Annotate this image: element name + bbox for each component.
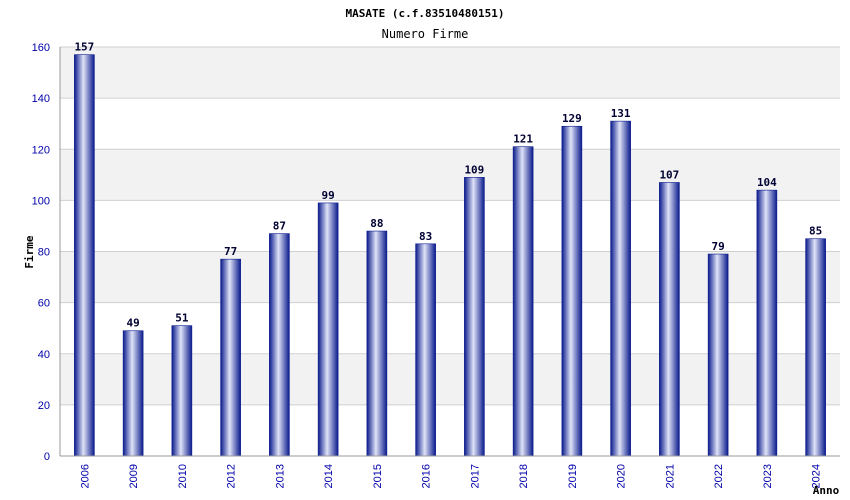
bar-2021 — [659, 182, 680, 457]
y-tick-label: 60 — [38, 298, 50, 310]
bar-2012 — [220, 258, 241, 457]
x-tick-label: 2018 — [518, 464, 530, 488]
bar-2009 — [122, 330, 144, 457]
bar-2017 — [464, 177, 485, 457]
value-label: 51 — [175, 312, 189, 325]
x-tick-label: 2013 — [274, 464, 286, 488]
bar-2018 — [512, 146, 534, 457]
value-label: 109 — [464, 163, 484, 176]
y-tick-label: 120 — [32, 144, 50, 156]
y-tick-label: 160 — [32, 42, 50, 54]
bar-2015 — [366, 230, 388, 457]
bar-2014 — [317, 202, 339, 457]
value-label: 129 — [562, 112, 582, 125]
y-tick-label: 100 — [32, 195, 50, 207]
value-label: 104 — [757, 176, 777, 189]
x-tick-label: 2016 — [421, 464, 433, 488]
bar-2010 — [171, 325, 193, 457]
grid-band — [60, 149, 840, 201]
value-label: 99 — [322, 189, 335, 202]
x-tick-label: 2019 — [567, 464, 579, 488]
x-axis-label: Anno — [813, 484, 840, 497]
y-tick-label: 40 — [38, 349, 50, 361]
x-tick-label: 2023 — [762, 464, 774, 488]
x-tick-label: 2021 — [664, 464, 676, 488]
y-tick-label: 140 — [32, 93, 50, 105]
value-label: 131 — [611, 107, 631, 120]
y-axis-ticks: 0 20 40 60 80 100 120 140 160 — [32, 42, 50, 463]
value-label: 83 — [419, 230, 432, 243]
bar-2020 — [610, 120, 631, 457]
value-label: 87 — [273, 220, 286, 233]
bar-2006 — [74, 54, 95, 457]
value-label: 107 — [659, 168, 679, 181]
bar-2016 — [415, 243, 436, 457]
value-label: 121 — [513, 133, 533, 146]
value-label: 85 — [809, 225, 822, 238]
y-tick-label: 20 — [38, 400, 50, 412]
x-tick-label: 2012 — [226, 464, 238, 488]
chart-subtitle: Numero Firme — [382, 27, 469, 41]
grid-band — [60, 47, 840, 99]
value-label: 88 — [370, 217, 383, 230]
x-tick-label: 2006 — [79, 464, 91, 488]
x-axis-ticks: 2006 2009 2010 2012 2013 2014 2015 2016 2017 2018… — [79, 464, 822, 488]
value-label: 157 — [74, 41, 94, 54]
y-tick-label: 80 — [38, 247, 50, 259]
bar-2013 — [269, 233, 290, 457]
x-tick-label: 2014 — [323, 464, 335, 488]
x-tick-label: 2017 — [469, 464, 481, 488]
bar-2019 — [561, 125, 583, 457]
chart-title: MASATE (c.f.83510480151) — [346, 7, 505, 20]
value-label: 77 — [224, 245, 237, 258]
bar-2022 — [707, 253, 729, 457]
x-tick-label: 2010 — [177, 464, 189, 488]
bar-2024 — [805, 238, 826, 457]
value-label: 79 — [712, 240, 725, 253]
x-tick-label: 2015 — [372, 464, 384, 488]
value-labels: 157 49 51 77 87 99 88 83 109 121 129 131 107 79 104 85 — [74, 41, 822, 330]
bar-2023 — [756, 189, 778, 457]
value-label: 49 — [127, 317, 140, 330]
y-tick-label: 0 — [44, 451, 50, 463]
x-tick-label: 2020 — [616, 464, 628, 488]
y-axis-label: Firme — [23, 235, 36, 268]
x-tick-label: 2022 — [713, 464, 725, 488]
x-tick-label: 2009 — [128, 464, 140, 488]
x-tick-label: 2024 — [811, 464, 823, 488]
